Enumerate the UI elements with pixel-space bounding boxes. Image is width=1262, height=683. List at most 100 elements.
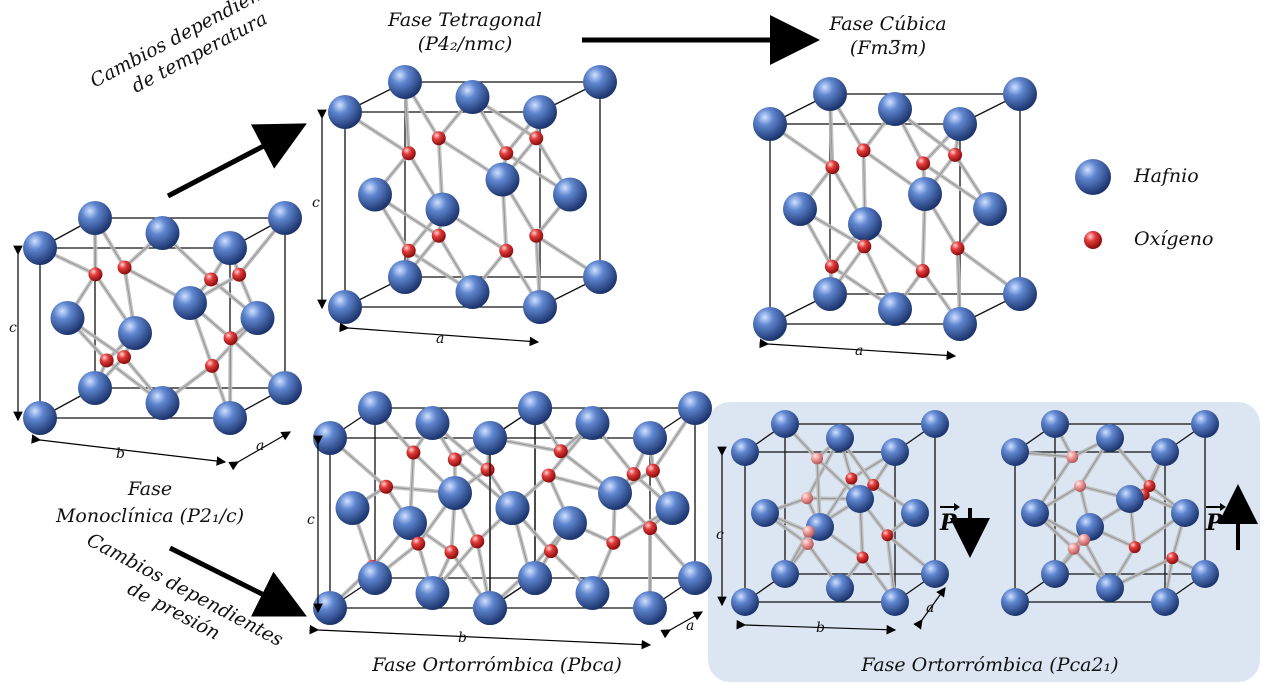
oxygen-atom <box>916 156 931 171</box>
hafnium-atom <box>1096 574 1124 602</box>
hafnium-atom <box>731 588 759 616</box>
hafnium-atom <box>1003 277 1037 311</box>
hafnium-atom <box>268 201 302 235</box>
hafnium-atom <box>213 401 247 435</box>
oxygen-atom <box>447 452 462 467</box>
oxygen-atom <box>645 463 660 478</box>
oxygen-atom <box>801 537 814 550</box>
pca21-up-cell <box>1001 410 1219 616</box>
hafnium-atom <box>1096 424 1124 452</box>
hafnium-atom <box>1041 410 1069 438</box>
hafnium-atom <box>678 391 712 425</box>
hafnium-atom <box>921 410 949 438</box>
oxygen-atom <box>606 535 621 550</box>
hafnium-atom <box>943 107 977 141</box>
oxygen-atom <box>88 267 103 282</box>
pca21-down-cell <box>717 410 949 635</box>
hafnium-atom <box>328 95 362 129</box>
hafnium-atom <box>388 65 422 99</box>
hafnium-atom <box>771 410 799 438</box>
monoclinic-cell <box>13 201 302 471</box>
oxygen-atom <box>1078 533 1091 546</box>
hafnium-atom <box>583 65 617 99</box>
polarization-symbol-up: P <box>1206 503 1226 536</box>
hafnium-atom <box>23 401 57 435</box>
hafnium-atom <box>848 207 882 241</box>
oxygen-atom <box>541 468 556 483</box>
pbca-title: Fase Ortorrómbica (Pbca) <box>372 654 622 676</box>
oxygen-atom <box>1166 552 1179 565</box>
hafnium-atom <box>455 80 490 114</box>
hafnium-atom <box>1021 499 1049 527</box>
oxygen-atom <box>915 264 930 279</box>
oxygen-atom <box>401 243 416 258</box>
hafnium-legend-label: Hafnio <box>1134 165 1199 187</box>
hafnium-atom <box>881 588 909 616</box>
hafnium-atom <box>1001 588 1029 616</box>
oxygen-atom <box>499 146 514 161</box>
hafnium-atom <box>633 421 667 455</box>
oxygen-atom <box>117 350 132 365</box>
oxygen-atom <box>431 228 446 243</box>
oxygen-legend-sphere <box>1084 231 1102 249</box>
oxygen-atom <box>801 492 814 505</box>
pbca-axis-c: c <box>307 512 315 528</box>
hafnium-atom <box>575 406 610 440</box>
hafnium-atom <box>23 231 57 265</box>
hafnium-atom <box>495 491 530 525</box>
hafnium-atom <box>921 560 949 588</box>
oxygen-atom <box>643 521 658 536</box>
hafnium-atom <box>145 386 180 420</box>
hafnium-atom <box>655 491 690 525</box>
oxygen-atom <box>444 545 459 560</box>
oxygen-atom <box>1143 479 1156 492</box>
hafnium-atom <box>523 95 557 129</box>
oxygen-atom <box>867 478 880 491</box>
oxygen-atom <box>1128 541 1141 554</box>
hafnium-atom <box>583 260 617 294</box>
oxygen-atom <box>411 536 426 551</box>
oxygen-atom <box>232 267 247 282</box>
oxygen-atom <box>406 445 421 460</box>
hafnium-atom <box>878 292 912 326</box>
hafnium-atom <box>415 576 450 610</box>
oxygen-atom <box>1066 451 1079 464</box>
hafnium-atom <box>240 301 275 335</box>
hafnium-atom <box>485 162 520 197</box>
oxygen-atom <box>204 272 219 287</box>
hafnium-atom <box>1171 499 1199 527</box>
oxygen-atom <box>626 467 641 482</box>
hafnium-atom <box>575 576 610 610</box>
hafnium-atom <box>881 438 909 466</box>
oxygen-atom <box>811 452 824 465</box>
monoclinic-title: Fase Monoclínica (P2₁/c) <box>55 478 245 527</box>
oxygen-atom <box>529 228 544 243</box>
hafnium-atom <box>173 286 207 320</box>
hafnium-atom <box>268 371 302 405</box>
hafnium-atom <box>771 560 799 588</box>
mono-axis-c: c <box>9 320 17 336</box>
hafnium-atom <box>1191 560 1219 588</box>
temperature-arrow <box>166 123 307 199</box>
hafnium-atom <box>813 77 847 111</box>
cubic-cell <box>753 77 1037 361</box>
hafnium-atom <box>358 177 392 212</box>
pbca-b-cell <box>309 391 712 650</box>
oxygen-atom <box>1074 479 1087 492</box>
cubic-axis-a: a <box>855 343 864 359</box>
hafnium-atom <box>731 438 759 466</box>
oxygen-atom <box>223 331 238 346</box>
hafnium-atom <box>751 499 779 527</box>
oxygen-atom <box>857 239 872 254</box>
hafnium-atom <box>518 561 552 595</box>
hafnium-atom <box>826 424 854 452</box>
hafnium-atom <box>118 316 152 350</box>
hafnium-atom <box>598 476 632 510</box>
oxygen-atom <box>856 551 869 564</box>
hafnium-atom <box>213 231 247 265</box>
oxygen-legend-label: Oxígeno <box>1134 228 1214 250</box>
hafnium-atom <box>1151 588 1179 616</box>
hafnium-atom <box>1003 77 1037 111</box>
pbca-axis-a: a <box>686 618 695 634</box>
oxygen-atom <box>205 358 220 373</box>
